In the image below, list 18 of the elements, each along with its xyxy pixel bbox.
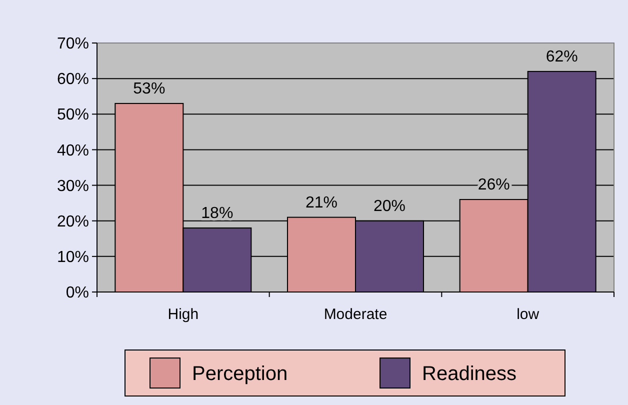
y-tick-label: 40% — [56, 142, 89, 160]
x-tick-label: High — [168, 306, 199, 323]
y-tick-label: 30% — [56, 178, 89, 195]
data-label: 18% — [201, 204, 234, 222]
legend-label: Perception — [192, 363, 288, 385]
x-tick-label: Moderate — [324, 306, 388, 323]
y-tick-label: 10% — [56, 249, 89, 266]
data-label: 53% — [133, 80, 166, 98]
data-label: 20% — [373, 198, 406, 215]
data-label: 62% — [546, 48, 578, 66]
x-tick-label: low — [516, 306, 540, 323]
legend-label: Readiness — [422, 363, 517, 385]
y-tick-label: 20% — [56, 213, 89, 230]
data-label: 21% — [305, 194, 338, 212]
y-tick-label: 60% — [56, 71, 89, 88]
y-tick-label: 50% — [56, 106, 89, 124]
y-tick-label: 0% — [66, 284, 89, 302]
y-tick-label: 70% — [56, 36, 89, 53]
